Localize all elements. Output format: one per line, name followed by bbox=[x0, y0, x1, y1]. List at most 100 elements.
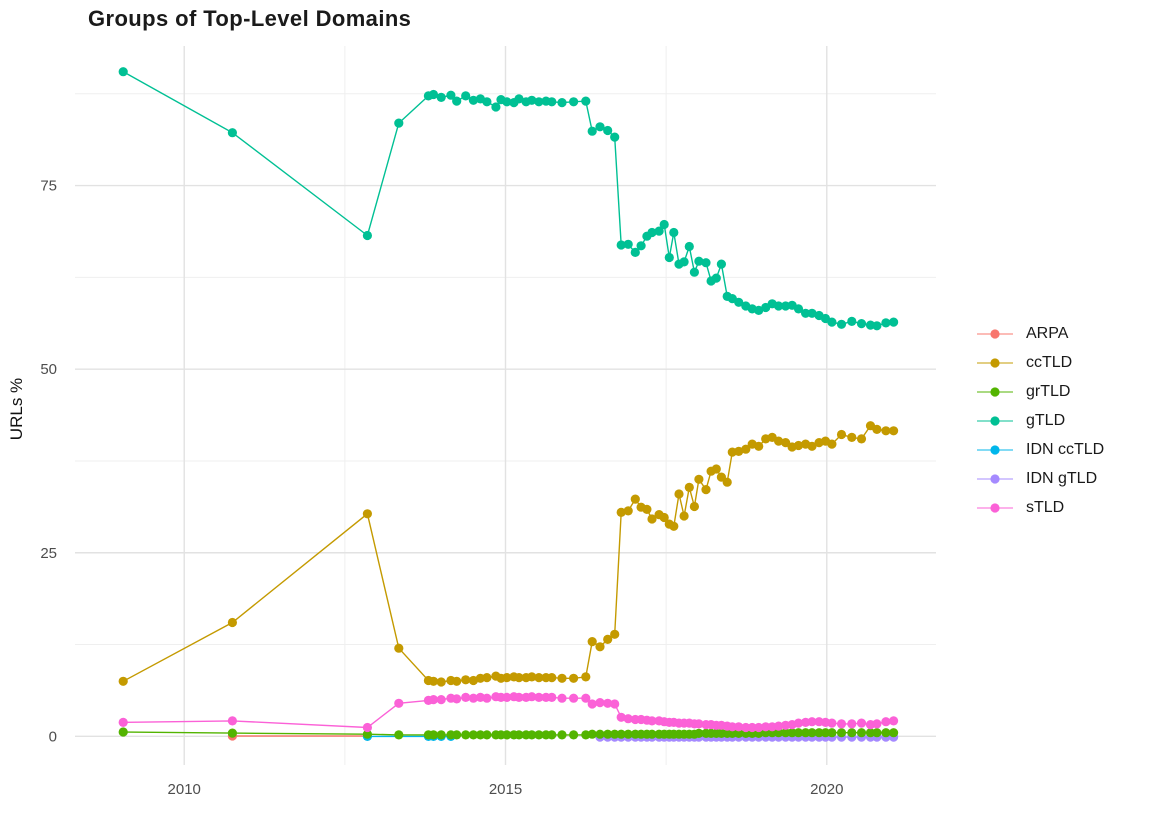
data-point-cctld bbox=[623, 506, 633, 516]
data-point-cctld bbox=[610, 629, 620, 639]
data-point-gtld bbox=[452, 96, 462, 106]
data-point-gtld bbox=[394, 118, 404, 128]
data-point-cctld bbox=[847, 432, 857, 442]
data-point-cctld bbox=[603, 634, 613, 645]
data-point-stld bbox=[889, 716, 899, 726]
data-point-stld bbox=[595, 698, 605, 708]
legend-item-arpa: ARPA bbox=[976, 319, 1104, 348]
data-point-gtld bbox=[647, 227, 657, 238]
data-point-gtld bbox=[872, 321, 882, 331]
legend-key-stld bbox=[977, 502, 1013, 513]
data-point-gtld bbox=[616, 240, 626, 250]
data-point-cctld bbox=[711, 464, 721, 474]
data-point-grtld bbox=[820, 728, 831, 738]
data-point-stld bbox=[807, 717, 817, 727]
data-point-gtld bbox=[227, 128, 237, 138]
data-point-grtld bbox=[502, 730, 512, 740]
data-point-gtld bbox=[446, 90, 456, 100]
data-point-gtld bbox=[801, 308, 811, 318]
data-point-stld bbox=[547, 692, 557, 703]
data-point-grtld bbox=[436, 730, 446, 740]
data-point-stld bbox=[623, 714, 633, 724]
legend-label: IDN gTLD bbox=[1026, 469, 1098, 487]
data-point-cctld bbox=[781, 438, 791, 448]
data-point-cctld bbox=[734, 446, 744, 456]
data-point-gtld bbox=[793, 304, 804, 314]
legend-item-idn-cctld: IDN ccTLD bbox=[976, 435, 1104, 464]
data-point-gtld bbox=[610, 132, 620, 142]
legend-key-point bbox=[990, 473, 1000, 484]
data-point-stld bbox=[436, 695, 446, 705]
data-point-gtld bbox=[807, 308, 817, 318]
data-point-cctld bbox=[461, 675, 471, 685]
data-point-stld bbox=[587, 699, 597, 709]
data-point-stld bbox=[856, 718, 867, 728]
data-point-cctld bbox=[856, 434, 867, 444]
data-point-cctld bbox=[701, 485, 711, 495]
data-point-stld bbox=[502, 692, 512, 703]
data-point-gtld bbox=[569, 97, 579, 107]
data-point-stld bbox=[741, 722, 751, 733]
data-point-grtld bbox=[847, 728, 857, 738]
data-point-gtld bbox=[689, 267, 700, 277]
data-point-stld bbox=[881, 717, 891, 727]
y-tick-label: 75 bbox=[40, 178, 57, 195]
data-point-stld bbox=[118, 717, 128, 728]
data-point-gtld bbox=[118, 67, 128, 77]
data-point-gtld bbox=[623, 239, 633, 249]
data-point-stld bbox=[761, 722, 771, 732]
data-point-cctld bbox=[669, 521, 679, 531]
data-point-gtld bbox=[491, 102, 501, 112]
legend-key-grtld bbox=[977, 386, 1013, 397]
data-point-grtld bbox=[603, 729, 613, 739]
legend-label: gTLD bbox=[1026, 411, 1066, 429]
data-point-cctld bbox=[616, 507, 626, 517]
data-point-cctld bbox=[482, 673, 492, 683]
data-point-gtld bbox=[881, 318, 891, 328]
data-point-gtld bbox=[581, 96, 591, 106]
data-point-gtld bbox=[856, 319, 867, 329]
data-point-gtld bbox=[436, 92, 446, 102]
data-point-gtld bbox=[534, 97, 544, 107]
data-point-gtld bbox=[636, 241, 646, 251]
legend-key-idn-cctld bbox=[977, 444, 1013, 455]
data-point-gtld bbox=[669, 227, 679, 238]
data-point-grtld bbox=[793, 728, 804, 738]
data-point-grtld bbox=[468, 730, 478, 740]
data-point-grtld bbox=[547, 730, 557, 740]
legend-label: grTLD bbox=[1026, 382, 1071, 400]
data-point-cctld bbox=[659, 512, 669, 523]
data-point-cctld bbox=[452, 676, 462, 686]
data-point-cctld bbox=[642, 504, 652, 514]
data-point-gtld bbox=[654, 226, 664, 236]
data-point-grtld bbox=[814, 728, 824, 738]
data-point-gtld bbox=[468, 95, 478, 105]
x-tick-label: 2015 bbox=[489, 781, 522, 798]
data-point-stld bbox=[482, 693, 492, 703]
legend-label: IDN ccTLD bbox=[1026, 440, 1105, 458]
data-point-cctld bbox=[534, 673, 544, 683]
data-point-grtld bbox=[461, 730, 471, 740]
data-point-grtld bbox=[774, 728, 784, 738]
data-point-cctld bbox=[630, 494, 640, 504]
data-point-cctld bbox=[754, 441, 764, 451]
data-point-cctld bbox=[722, 477, 732, 487]
legend-key-point bbox=[990, 444, 1000, 455]
y-tick-label: 50 bbox=[40, 361, 57, 378]
data-point-cctld bbox=[569, 673, 579, 683]
data-point-gtld bbox=[547, 97, 557, 107]
data-point-gtld bbox=[603, 125, 613, 136]
data-point-gtld bbox=[461, 91, 471, 101]
data-point-cctld bbox=[827, 439, 837, 449]
data-point-grtld bbox=[514, 730, 524, 740]
data-point-stld bbox=[452, 694, 462, 704]
data-point-cctld bbox=[581, 672, 591, 682]
data-point-stld bbox=[754, 722, 764, 733]
data-point-stld bbox=[836, 719, 847, 729]
data-point-cctld bbox=[227, 617, 237, 628]
legend-label: sTLD bbox=[1026, 498, 1065, 516]
data-point-grtld bbox=[727, 728, 737, 739]
data-point-cctld bbox=[889, 426, 899, 436]
data-point-stld bbox=[461, 692, 471, 703]
